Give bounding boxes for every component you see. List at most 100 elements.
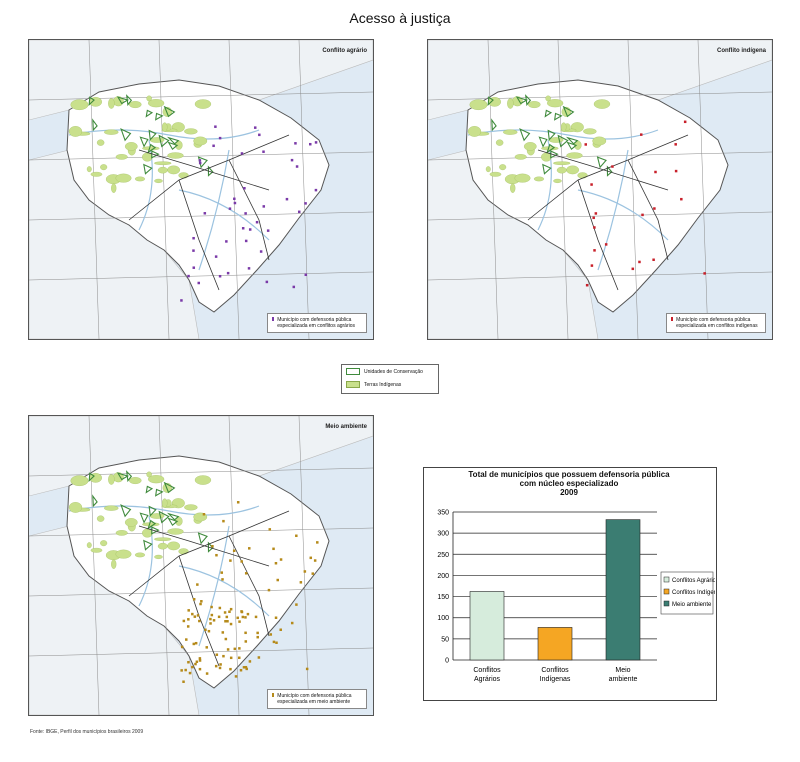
municipality-marker — [215, 553, 218, 557]
conservation-unit — [562, 105, 575, 118]
municipality-marker — [680, 197, 683, 201]
municipality-marker — [229, 607, 233, 611]
indigenous-land — [514, 173, 531, 183]
conservation-unit — [547, 129, 556, 141]
municipality-marker — [265, 280, 269, 284]
legend-entry: Conflitos Indígenas — [672, 590, 715, 596]
municipality-marker — [202, 513, 206, 516]
x-tick-label: ambiente — [609, 676, 638, 683]
municipality-marker — [248, 660, 252, 663]
conservation-unit — [148, 129, 157, 141]
municipality-marker — [236, 501, 240, 504]
indigenous-land — [523, 142, 537, 151]
indigenous-land — [194, 475, 212, 485]
municipality-marker — [248, 228, 252, 231]
indigenous-land — [503, 129, 518, 135]
conservation-unit — [88, 96, 95, 107]
municipality-marker — [229, 667, 232, 671]
legend-swatch — [663, 588, 670, 595]
x-tick-label: Agrários — [474, 676, 501, 683]
indigenous-land — [90, 171, 103, 177]
indigenous-land — [583, 128, 597, 135]
brazil-outline — [66, 79, 330, 313]
indigenous-land — [489, 171, 502, 177]
road — [537, 149, 669, 191]
legend-swatch — [663, 576, 670, 583]
municipality-marker — [294, 142, 297, 145]
conservation-unit — [487, 96, 494, 107]
bar-1 — [469, 591, 505, 661]
indigenous-land — [556, 166, 567, 174]
municipality-marker — [205, 672, 209, 675]
indigenous-land — [115, 173, 132, 183]
indigenous-land — [157, 542, 168, 550]
municipality-marker — [292, 285, 296, 289]
municipality-marker — [196, 583, 199, 586]
municipality-marker — [191, 665, 194, 669]
conservation-unit — [554, 112, 563, 121]
indigenous-land — [115, 530, 128, 536]
municipality-marker — [238, 620, 241, 623]
municipality-marker — [244, 631, 247, 635]
municipality-marker — [198, 659, 202, 662]
municipality-marker — [299, 581, 303, 584]
municipality-marker — [258, 133, 261, 137]
municipality-marker — [295, 603, 298, 606]
indigenous-land — [70, 99, 89, 111]
municipality-marker — [218, 606, 222, 610]
indigenous-land — [154, 161, 172, 165]
conservation-unit — [166, 136, 180, 145]
x-tick-label: Indígenas — [540, 676, 571, 683]
municipality-marker — [222, 519, 225, 523]
conservation-unit — [565, 136, 579, 145]
municipality-marker — [590, 264, 594, 267]
map-legend: Município com defensoria pública especia… — [267, 689, 367, 709]
municipality-marker — [239, 668, 243, 672]
legend-entry: Meio ambiente — [672, 602, 712, 608]
indigenous-land — [553, 161, 571, 165]
indigenous-land — [154, 554, 163, 559]
conservation-unit — [491, 118, 497, 132]
chart-frame — [423, 467, 717, 701]
municipality-marker — [197, 281, 201, 285]
indigenous-land — [193, 136, 208, 146]
municipality-marker — [214, 664, 218, 668]
municipality-marker — [195, 660, 199, 664]
indigenous-land — [129, 101, 142, 108]
municipality-marker — [187, 618, 190, 621]
municipality-marker — [256, 631, 259, 635]
municipality-marker — [244, 572, 248, 575]
municipality-marker — [593, 226, 596, 229]
brazil-map — [29, 416, 373, 715]
indigenous-land — [167, 165, 180, 175]
indigenous-land — [167, 152, 184, 159]
conservation-unit — [557, 134, 569, 148]
municipality-marker — [222, 654, 225, 658]
river — [467, 129, 659, 140]
municipality-marker — [233, 201, 237, 205]
municipality-marker — [226, 271, 230, 275]
indigenous-land — [68, 502, 83, 513]
conservation-unit — [167, 517, 179, 527]
municipality-marker — [207, 629, 211, 633]
indigenous-land — [510, 183, 516, 193]
indigenous-land — [178, 548, 189, 555]
indigenous-land — [541, 152, 552, 162]
indigenous-land — [561, 122, 567, 132]
map-agrarian-conflict: Conflito agrário Município com defensori… — [28, 39, 374, 340]
parallel-line — [29, 91, 373, 101]
municipality-marker — [229, 559, 232, 562]
municipality-marker — [186, 625, 190, 628]
municipality-marker — [198, 159, 202, 162]
municipality-marker — [209, 617, 212, 621]
conservation-unit — [143, 163, 153, 175]
municipality-marker — [224, 637, 228, 641]
indigenous-land — [142, 152, 153, 162]
municipality-marker — [257, 656, 261, 659]
chart-subtitle: 2009 — [560, 488, 578, 497]
municipality-marker — [226, 620, 229, 623]
municipality-marker — [611, 165, 614, 168]
conservation-unit — [116, 96, 130, 105]
municipality-marker — [184, 668, 187, 672]
municipality-marker — [274, 616, 278, 619]
